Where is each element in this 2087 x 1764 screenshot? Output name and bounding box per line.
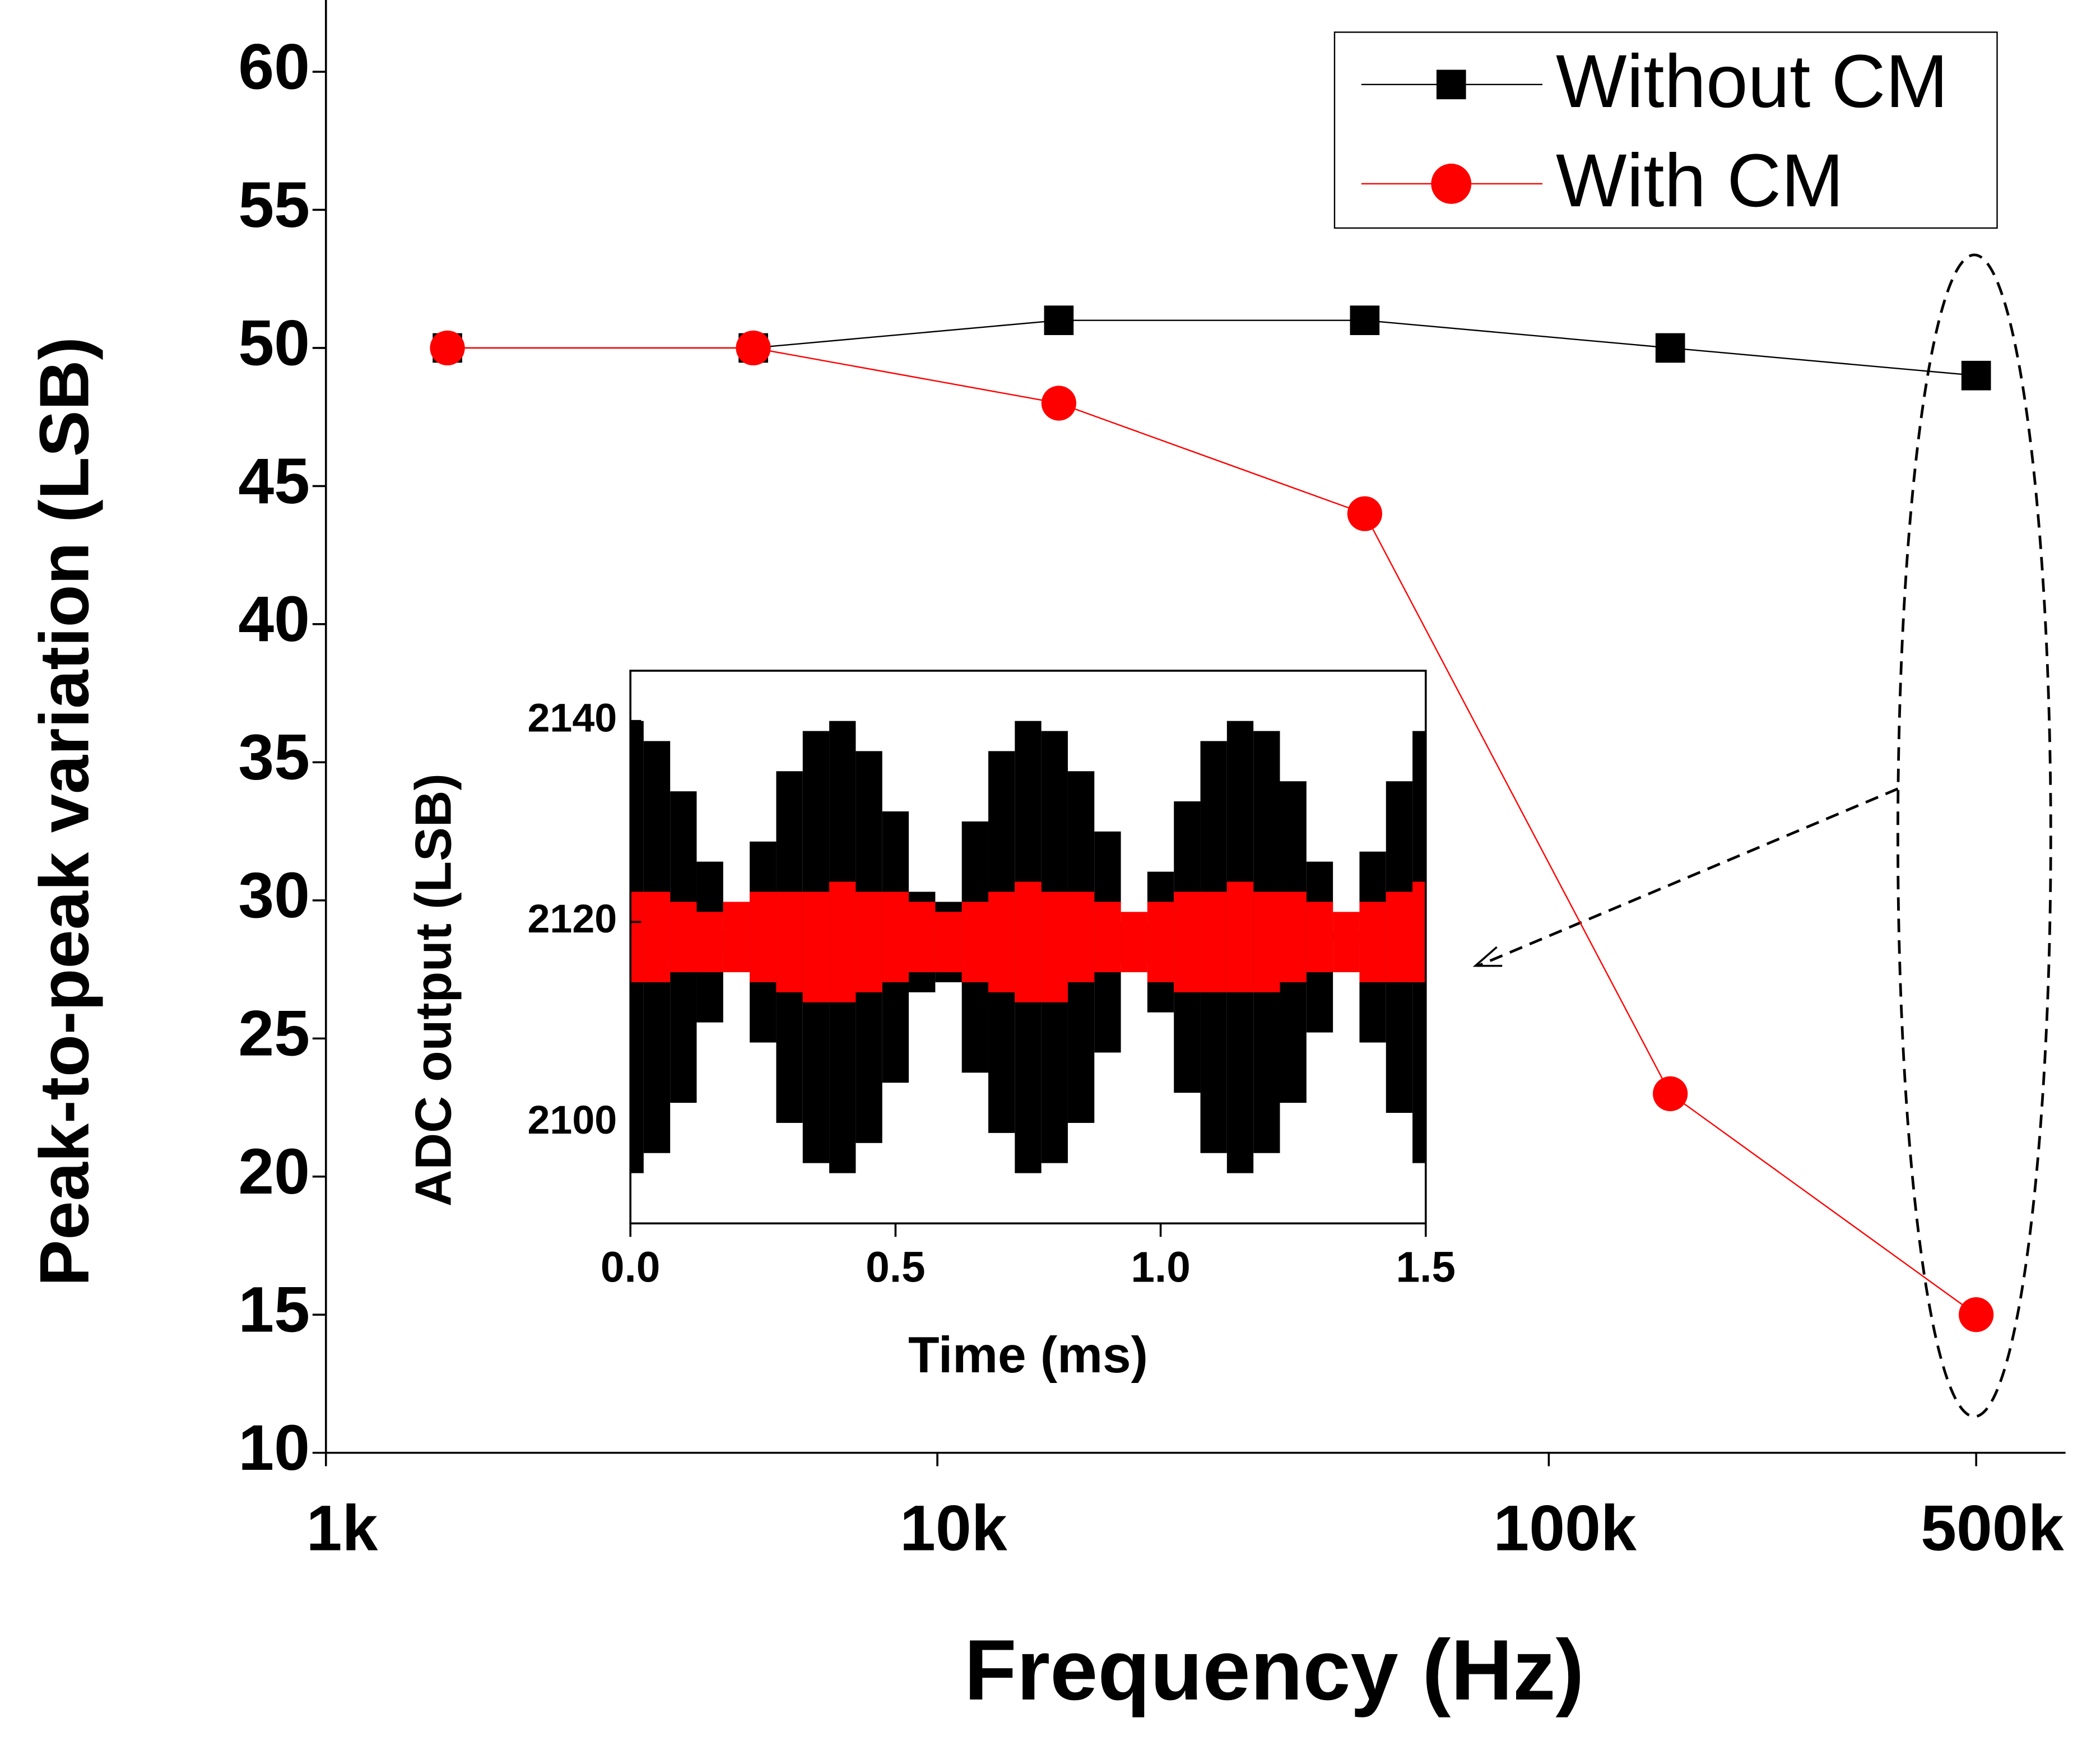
marker — [1959, 1297, 1994, 1333]
band-segment — [1306, 902, 1333, 972]
y-tick-label: 60 — [238, 31, 310, 103]
x-tick-label: 500k — [1921, 1493, 2065, 1565]
x-tick-label: 10k — [900, 1493, 1008, 1565]
inset-y-title: ADC output (LSB) — [405, 773, 462, 1206]
band-segment — [988, 892, 1015, 992]
x-tick-label: 1.0 — [1131, 1243, 1190, 1291]
annotation-arrow — [1477, 787, 1899, 967]
band-segment — [935, 912, 962, 972]
x-tick-label: 1.5 — [1396, 1243, 1456, 1291]
y-tick-label: 55 — [238, 169, 310, 241]
y-tick-label: 45 — [238, 445, 310, 517]
legend-label: Without CM — [1556, 40, 1948, 123]
legend-marker — [1431, 164, 1472, 204]
marker — [736, 330, 771, 366]
band-segment — [643, 892, 671, 982]
band-segment — [882, 892, 909, 982]
y-tick-label: 2120 — [528, 897, 617, 941]
y-tick-label: 2100 — [528, 1098, 617, 1143]
band-segment — [909, 902, 936, 972]
band-segment — [1147, 902, 1174, 982]
x-tick-label: 0.0 — [601, 1243, 660, 1291]
marker — [1653, 1076, 1688, 1111]
marker — [1044, 305, 1074, 335]
band-segment — [1280, 892, 1307, 982]
band-segment — [1094, 902, 1121, 972]
marker — [1347, 496, 1382, 531]
band-segment — [776, 892, 803, 992]
inset-plot — [630, 721, 1426, 1173]
band-segment — [856, 892, 882, 992]
y-tick-label: 35 — [238, 722, 310, 793]
band-segment — [630, 892, 644, 982]
band-segment — [1041, 892, 1068, 1002]
y-tick-label: 50 — [238, 307, 310, 379]
y-axis-title: Peak-to-peak variation (LSB) — [25, 337, 103, 1287]
band-segment — [1226, 881, 1254, 992]
x-tick-label: 100k — [1493, 1493, 1637, 1565]
series-line — [447, 347, 1977, 1316]
band-segment — [1359, 902, 1386, 982]
y-tick-label: 2140 — [528, 696, 617, 741]
x-axis-title: Frequency (Hz) — [964, 1622, 1584, 1718]
band-segment — [1333, 912, 1360, 972]
y-tick-label: 10 — [238, 1412, 310, 1484]
marker — [1350, 305, 1380, 335]
x-tick-label: 1k — [306, 1493, 379, 1565]
y-tick-label: 15 — [238, 1274, 310, 1346]
band-segment — [750, 892, 777, 982]
marker — [1655, 333, 1685, 363]
legend-marker — [1436, 69, 1466, 100]
inset: 2100 2120 2140 0.0 0.5 1.0 1.5 Time (ms) ADC out… — [405, 670, 1456, 1384]
band-segment — [723, 902, 750, 972]
band-segment — [1174, 892, 1201, 992]
band-segment — [696, 912, 723, 972]
marker — [1961, 360, 1991, 391]
x-tick-label: 0.5 — [866, 1243, 925, 1291]
band-segment — [829, 881, 856, 1002]
band-segment — [802, 892, 830, 1002]
arrow-head — [1472, 946, 1503, 967]
marker — [1041, 386, 1076, 421]
y-tick-label: 30 — [238, 860, 310, 931]
y-tick-label: 40 — [238, 583, 310, 655]
y-tick-label: 20 — [238, 1136, 310, 1208]
inset-frame — [629, 670, 1427, 1225]
band-segment — [1015, 881, 1042, 1002]
band-segment — [1200, 892, 1227, 992]
inset-x-title: Time (ms) — [908, 1327, 1148, 1384]
band-segment — [1121, 912, 1147, 972]
band-segment — [1412, 881, 1426, 982]
band-segment — [1253, 892, 1280, 992]
highlight-ellipse — [1897, 253, 2052, 1418]
band-segment — [670, 902, 697, 972]
band-segment — [961, 902, 988, 982]
y-tick-label: 25 — [238, 998, 310, 1070]
legend-label: With CM — [1556, 139, 1844, 222]
marker — [430, 330, 465, 366]
band-segment — [1386, 892, 1413, 982]
band-segment — [1067, 892, 1095, 982]
